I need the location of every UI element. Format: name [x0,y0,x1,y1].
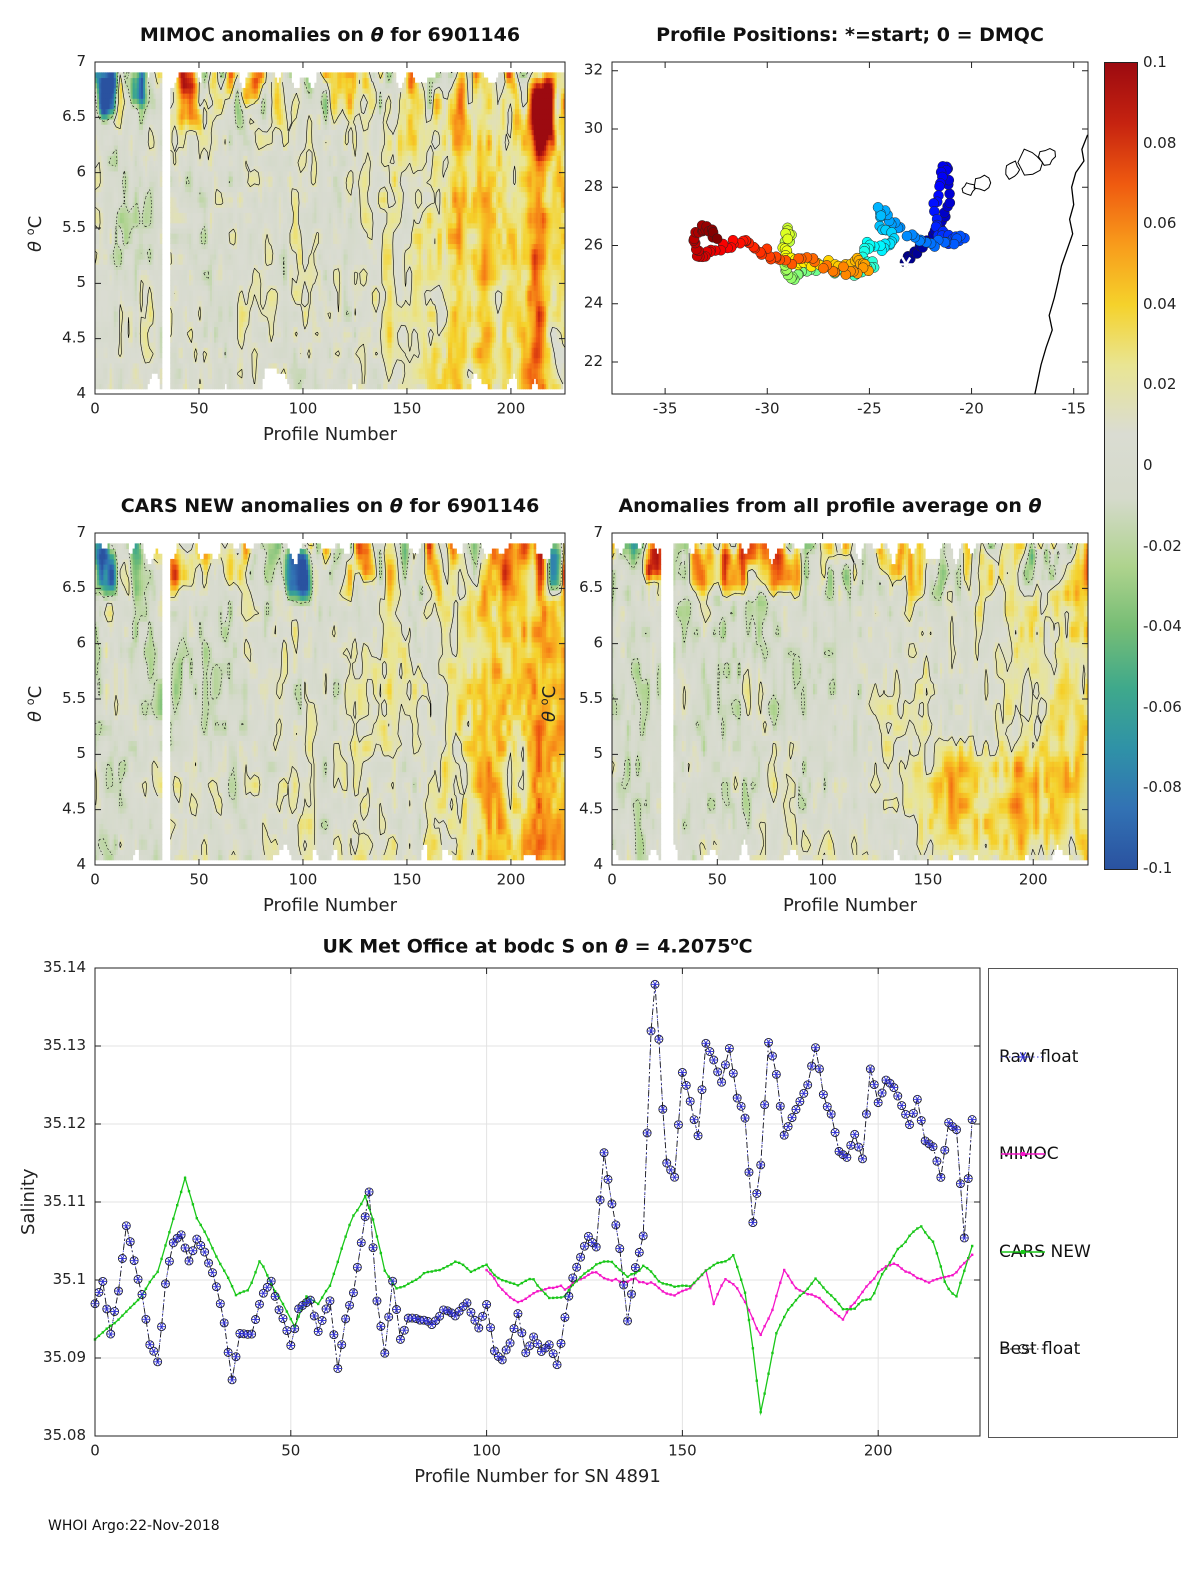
legend-item-mimoc: MIMOC [989,1144,1177,1164]
xlabel-profile-number-top: Profile Number [263,424,397,445]
ylabel-salinity: Salinity [18,1168,39,1235]
ylabel-theta-all: θ oC [538,685,560,722]
title-salinity-chart: UK Met Office at bodc S on θ = 4.2075oC [322,934,753,958]
colorbar-tick-label: -0.08 [1143,778,1182,797]
xlabel-profile-number-cars: Profile Number [263,895,397,916]
legend-item-cars-new: CARS NEW [989,1242,1177,1262]
map-profile-positions [545,50,1116,442]
heatmap-all-profile-anomalies [545,521,1116,913]
ylabel-theta-cars: θ oC [24,685,46,722]
title-cars-anomalies: CARS NEW anomalies on θ for 6901146 [120,495,540,517]
cars-new-marker-icon [999,1242,1047,1261]
colorbar-tick-label: -0.04 [1143,617,1182,636]
colorbar-tick-label: -0.02 [1143,536,1182,555]
mimoc-marker-icon [999,1145,1047,1164]
title-all-profile-anomalies: Anomalies from all profile average on θ [618,495,1042,517]
title-mimoc-anomalies: MIMOC anomalies on θ for 6901146 [139,24,521,46]
colorbar [1104,62,1138,870]
legend-item-raw-float: Raw float [989,1047,1177,1067]
colorbar-tick-label: -0.1 [1143,859,1173,877]
colorbar-tick-label: 0.1 [1143,53,1167,71]
legend: Raw float MIMOC CARS NEW Best float [988,968,1178,1438]
heatmap-mimoc-anomalies [20,50,593,442]
heatmap-cars-new-anomalies [20,521,593,913]
ylabel-theta-mimoc: θ oC [24,215,46,252]
line-chart-salinity [10,950,1015,1496]
title-profile-positions: Profile Positions: *=start; 0 = DMQC [656,24,1044,46]
footer-watermark: WHOI Argo:22-Nov-2018 [48,1518,220,1534]
colorbar-tick-label: 0.08 [1143,133,1177,152]
colorbar-tick-label: 0.02 [1143,375,1177,394]
xlabel-profile-number-all: Profile Number [783,895,917,916]
legend-item-best-float: Best float [989,1339,1177,1359]
best-float-marker-icon [999,1340,1047,1359]
colorbar-tick-label: 0.04 [1143,294,1177,313]
raw-float-marker-icon [999,1047,1047,1066]
colorbar-tick-label: 0 [1143,456,1153,474]
colorbar-tick-label: -0.06 [1143,697,1182,716]
xlabel-profile-number-sn4891: Profile Number for SN 4891 [414,1466,661,1487]
colorbar-tick-label: 0.06 [1143,214,1177,233]
